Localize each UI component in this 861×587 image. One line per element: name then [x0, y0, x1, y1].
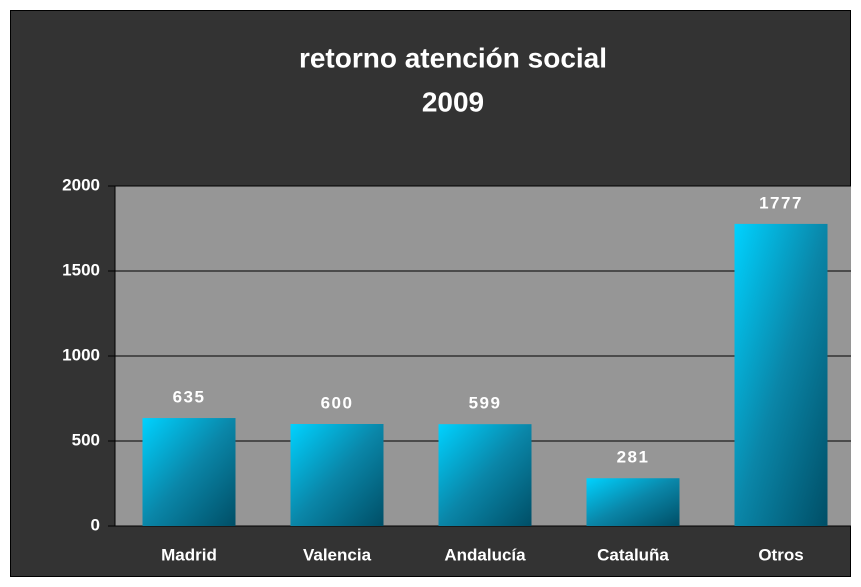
y-tick-label: 1000: [62, 345, 100, 364]
data-label: 635: [173, 388, 206, 407]
x-tick-label: Valencia: [303, 545, 372, 564]
data-label: 600: [321, 393, 354, 412]
y-tick-label: 0: [91, 515, 100, 534]
bar: [142, 418, 236, 526]
chart-title: 2009: [422, 86, 484, 117]
x-tick-label: Otros: [758, 545, 803, 564]
y-tick-label: 2000: [62, 175, 100, 194]
data-label: 1777: [759, 193, 803, 212]
x-tick-label: Cataluña: [597, 545, 669, 564]
bar: [438, 424, 532, 526]
data-label: 599: [469, 394, 502, 413]
bar: [734, 223, 828, 526]
chart-title: retorno atención social: [299, 42, 607, 73]
x-tick-label: Madrid: [161, 545, 217, 564]
y-tick-label: 1500: [62, 260, 100, 279]
y-tick-label: 500: [72, 430, 100, 449]
bar: [586, 478, 680, 526]
bar: [290, 424, 384, 526]
data-label: 281: [617, 448, 650, 467]
x-tick-label: Andalucía: [444, 545, 526, 564]
